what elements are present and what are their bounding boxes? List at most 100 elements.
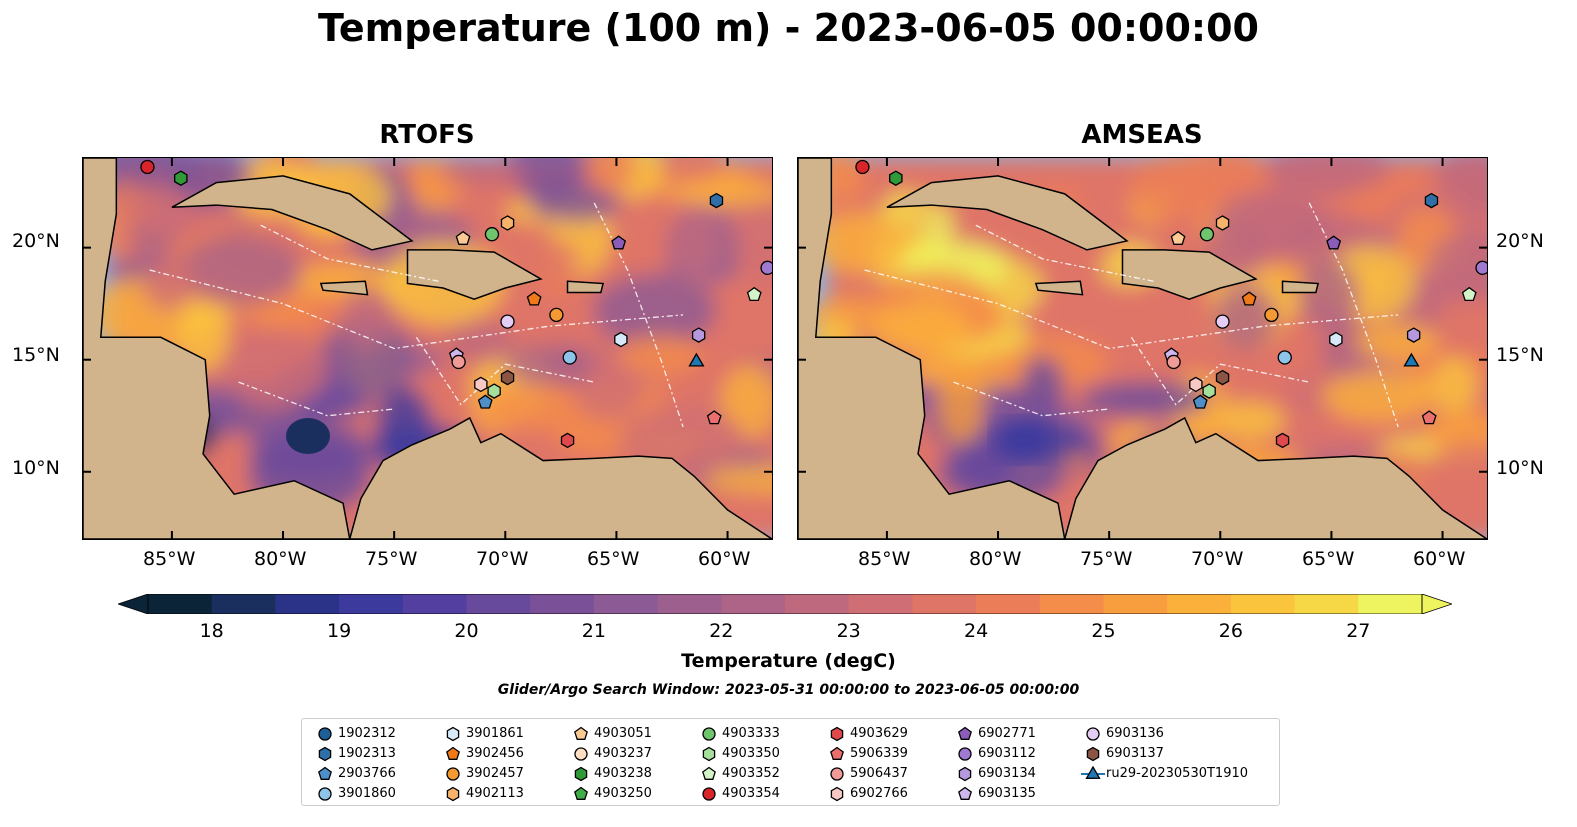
legend-label: 4902113 <box>466 786 524 801</box>
float-marker[interactable] <box>500 314 515 329</box>
float-marker[interactable] <box>140 159 155 175</box>
legend-marker[interactable] <box>574 766 588 782</box>
float-marker[interactable] <box>1275 432 1290 449</box>
map-panel-rtofs[interactable] <box>82 157 773 540</box>
legend-marker[interactable] <box>574 726 588 740</box>
legend-marker[interactable] <box>1085 766 1101 779</box>
float-marker[interactable] <box>706 410 722 425</box>
legend-marker-icon <box>958 766 972 782</box>
legend-marker[interactable] <box>318 746 332 762</box>
legend-marker[interactable] <box>958 726 972 740</box>
legend-marker-icon <box>318 746 332 762</box>
legend-label: 4903352 <box>722 766 780 781</box>
float-marker[interactable] <box>688 352 705 367</box>
float-marker[interactable] <box>1329 331 1343 348</box>
float-marker[interactable] <box>1241 291 1257 306</box>
float-marker[interactable] <box>1421 410 1437 425</box>
legend-marker[interactable] <box>446 746 460 760</box>
float-marker[interactable] <box>560 432 575 449</box>
legend-marker[interactable] <box>318 766 332 780</box>
legend-marker[interactable] <box>574 747 588 761</box>
legend-marker[interactable] <box>446 767 460 781</box>
legend-marker-icon <box>1081 766 1105 779</box>
legend-marker[interactable] <box>446 726 460 742</box>
eez-boundary-line <box>953 381 1110 417</box>
float-marker[interactable] <box>1215 369 1230 386</box>
figure-title: Temperature (100 m) - 2023-06-05 00:00:0… <box>317 6 1259 50</box>
panel-title-rtofs: RTOFS <box>379 120 475 150</box>
float-marker[interactable] <box>1277 350 1292 365</box>
float-marker[interactable] <box>487 383 501 399</box>
legend-marker[interactable] <box>958 786 972 800</box>
float-marker[interactable] <box>549 307 564 323</box>
legend-marker-icon <box>830 786 844 802</box>
float-marker[interactable] <box>691 327 706 343</box>
legend-marker[interactable] <box>318 727 332 741</box>
legend-marker[interactable] <box>702 727 716 741</box>
float-marker[interactable] <box>614 331 628 348</box>
colorbar-segment <box>1103 594 1168 614</box>
map-canvas <box>83 158 772 539</box>
colorbar-segment <box>275 594 340 614</box>
eez-boundary-line <box>1308 202 1399 428</box>
float-marker[interactable] <box>1406 327 1421 343</box>
map-panel-amseas[interactable] <box>797 157 1488 540</box>
legend-marker[interactable] <box>830 786 844 802</box>
float-marker[interactable] <box>1192 394 1208 409</box>
float-marker[interactable] <box>174 170 188 186</box>
float-marker[interactable] <box>889 170 903 186</box>
legend-marker[interactable] <box>830 726 844 742</box>
float-marker[interactable] <box>760 260 772 275</box>
legend-marker[interactable] <box>702 766 716 780</box>
float-marker[interactable] <box>1403 352 1420 367</box>
x-tick-label-rtofs: 60°W <box>698 548 751 570</box>
float-marker[interactable] <box>1461 286 1477 302</box>
legend-marker[interactable] <box>830 767 844 781</box>
float-marker[interactable] <box>855 159 870 175</box>
legend-marker[interactable] <box>958 766 972 782</box>
legend-marker[interactable] <box>446 786 460 802</box>
legend-label: 4903629 <box>850 726 908 741</box>
float-marker[interactable] <box>451 354 466 370</box>
legend-marker[interactable] <box>574 786 588 800</box>
float-marker[interactable] <box>562 350 577 365</box>
legend-label: 3902456 <box>466 746 524 761</box>
float-marker[interactable] <box>1475 260 1487 275</box>
colorbar-segment <box>593 594 659 614</box>
float-marker[interactable] <box>500 369 515 386</box>
float-marker[interactable] <box>477 394 493 409</box>
legend-marker[interactable] <box>702 787 716 801</box>
float-marker[interactable] <box>611 235 627 250</box>
legend-marker[interactable] <box>318 787 332 801</box>
float-marker[interactable] <box>709 192 724 209</box>
float-marker[interactable] <box>1202 383 1216 399</box>
legend-marker-icon <box>318 727 332 741</box>
legend-marker[interactable] <box>958 747 972 761</box>
legend-marker[interactable] <box>1086 746 1100 762</box>
float-marker[interactable] <box>484 227 500 242</box>
float-marker[interactable] <box>455 230 471 245</box>
float-marker[interactable] <box>474 376 488 393</box>
float-marker[interactable] <box>1170 230 1186 245</box>
float-marker[interactable] <box>500 215 515 231</box>
legend-marker[interactable] <box>702 746 716 762</box>
float-marker[interactable] <box>1199 227 1215 242</box>
float-marker[interactable] <box>1189 376 1203 393</box>
legend-label: 6903135 <box>978 786 1036 801</box>
legend-marker-icon <box>446 786 460 802</box>
legend-marker[interactable] <box>1086 727 1100 741</box>
colorbar-segment <box>848 594 913 614</box>
eez-boundary-line <box>593 202 684 428</box>
legend-label: 4903237 <box>594 746 652 761</box>
float-marker[interactable] <box>526 291 542 306</box>
float-marker[interactable] <box>1166 354 1181 370</box>
colorbar-segment <box>912 594 977 614</box>
legend-marker[interactable] <box>830 746 844 760</box>
float-marker[interactable] <box>746 286 762 302</box>
float-marker[interactable] <box>1264 307 1279 323</box>
legend-label: 4903051 <box>594 726 652 741</box>
float-marker[interactable] <box>1215 314 1230 329</box>
float-marker[interactable] <box>1215 215 1230 231</box>
float-marker[interactable] <box>1326 235 1342 250</box>
float-marker[interactable] <box>1424 192 1439 209</box>
